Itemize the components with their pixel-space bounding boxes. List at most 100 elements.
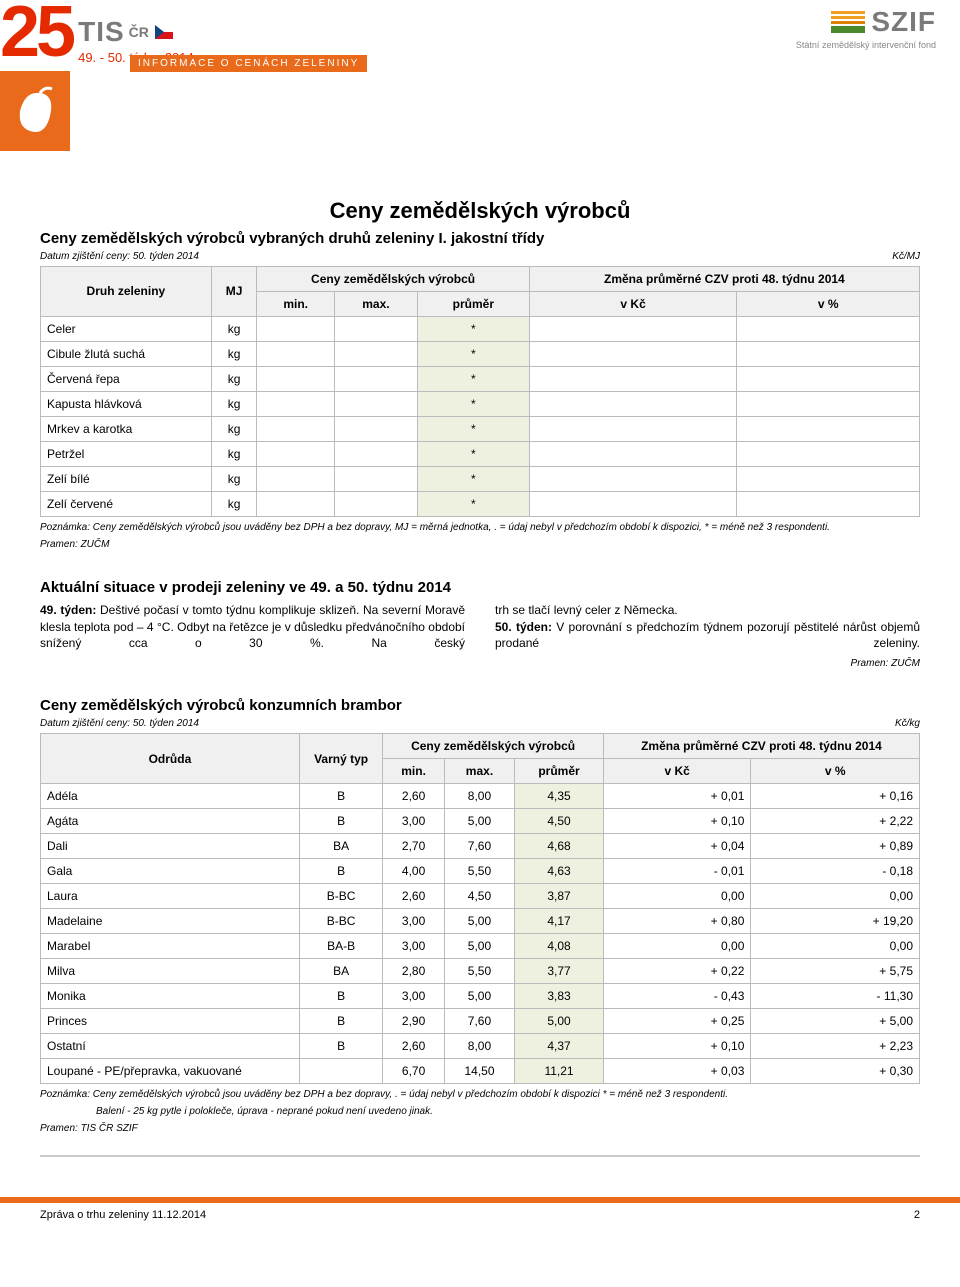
situation-left: 49. týden: Deštivé počasí v tomto týdnu … (40, 602, 465, 652)
cell-avg: 3,83 (515, 984, 604, 1009)
cell-avg: * (417, 341, 529, 366)
th-max: max. (334, 291, 417, 316)
cell-avg: 5,00 (515, 1009, 604, 1034)
cell-max: 8,00 (444, 1034, 514, 1059)
cell-pct: + 0,89 (751, 834, 920, 859)
situation-source: Pramen: ZUČM (40, 658, 920, 669)
th-min: min. (257, 291, 334, 316)
cell-min (257, 366, 334, 391)
table-row: LauraB-BC2,604,503,870,000,00 (41, 884, 920, 909)
cell-pct (737, 391, 920, 416)
cell-kc (529, 441, 737, 466)
cell-min: 3,00 (383, 809, 445, 834)
cell-pct: 0,00 (751, 934, 920, 959)
th2-change: Změna průměrné CZV proti 48. týdnu 2014 (603, 734, 919, 759)
cell-name: Princes (41, 1009, 300, 1034)
situation-right-lead: 50. týden: (495, 620, 552, 634)
th-prices: Ceny zemědělských výrobců (257, 266, 529, 291)
cell-pct: + 2,23 (751, 1034, 920, 1059)
th-mj: MJ (211, 266, 257, 316)
cell-avg: * (417, 316, 529, 341)
cell-name: Petržel (41, 441, 212, 466)
cell-max (334, 316, 417, 341)
cell-mj: kg (211, 341, 257, 366)
cell-min (257, 341, 334, 366)
cell-max: 5,50 (444, 959, 514, 984)
cell-name: Monika (41, 984, 300, 1009)
cell-type: BA (299, 959, 382, 984)
szif-block: SZIF Státní zemědělský intervenční fond (796, 6, 936, 50)
cell-max: 5,00 (444, 909, 514, 934)
cell-max: 4,50 (444, 884, 514, 909)
cell-pct: + 5,00 (751, 1009, 920, 1034)
cell-pct (737, 466, 920, 491)
cell-pct: - 0,18 (751, 859, 920, 884)
cell-name: Dali (41, 834, 300, 859)
cell-avg: * (417, 491, 529, 516)
cell-name: Kapusta hlávková (41, 391, 212, 416)
cell-avg: 4,50 (515, 809, 604, 834)
th2-max: max. (444, 759, 514, 784)
table-row: Loupané - PE/přepravka, vakuované6,7014,… (41, 1059, 920, 1084)
cell-name: Madelaine (41, 909, 300, 934)
cell-mj: kg (211, 491, 257, 516)
cell-max (334, 416, 417, 441)
table-row: MonikaB3,005,003,83- 0,43- 11,30 (41, 984, 920, 1009)
cell-kc (529, 491, 737, 516)
cell-name: Gala (41, 859, 300, 884)
cell-kc: + 0,25 (603, 1009, 750, 1034)
cell-kc: + 0,03 (603, 1059, 750, 1084)
cell-min: 4,00 (383, 859, 445, 884)
cell-pct (737, 341, 920, 366)
cell-name: Laura (41, 884, 300, 909)
cell-name: Celer (41, 316, 212, 341)
cell-max (334, 341, 417, 366)
footnote-1b: Pramen: ZUČM (40, 538, 920, 551)
table-row: AdélaB2,608,004,35+ 0,01+ 0,16 (41, 784, 920, 809)
cell-type: BA-B (299, 934, 382, 959)
cell-max: 8,00 (444, 784, 514, 809)
th-product: Druh zeleniny (41, 266, 212, 316)
cell-avg: 11,21 (515, 1059, 604, 1084)
cell-min: 3,00 (383, 984, 445, 1009)
situation-left-body: Deštivé počasí v tomto týdnu komplikuje … (40, 603, 465, 651)
cell-avg: * (417, 366, 529, 391)
cell-name: Mrkev a karotka (41, 416, 212, 441)
cell-pct: 0,00 (751, 884, 920, 909)
subtitle-2: Ceny zemědělských výrobců konzumních bra… (40, 697, 920, 714)
cell-type (299, 1059, 382, 1084)
cell-name: Loupané - PE/přepravka, vakuované (41, 1059, 300, 1084)
main-title: Ceny zemědělských výrobců (40, 198, 920, 224)
cell-avg: 4,37 (515, 1034, 604, 1059)
table-row: Celerkg * (41, 316, 920, 341)
table-row: DaliBA2,707,604,68+ 0,04+ 0,89 (41, 834, 920, 859)
cell-pct: + 2,22 (751, 809, 920, 834)
table-row: Zelí červenékg * (41, 491, 920, 516)
cell-avg: 4,68 (515, 834, 604, 859)
cr-label: ČR (129, 24, 149, 40)
date-note-2: Datum zjištění ceny: 50. týden 2014 (40, 718, 199, 729)
cell-name: Adéla (41, 784, 300, 809)
cell-min (257, 391, 334, 416)
cell-avg: 4,17 (515, 909, 604, 934)
cell-kc: - 0,43 (603, 984, 750, 1009)
table-row: MadelaineB-BC3,005,004,17+ 0,80+ 19,20 (41, 909, 920, 934)
cell-kc: + 0,22 (603, 959, 750, 984)
cell-max: 7,60 (444, 1009, 514, 1034)
cell-max: 5,00 (444, 984, 514, 1009)
th-pct: v % (737, 291, 920, 316)
cell-pct: + 0,16 (751, 784, 920, 809)
cell-min: 2,60 (383, 1034, 445, 1059)
cell-name: Zelí červené (41, 491, 212, 516)
cell-pct: + 0,30 (751, 1059, 920, 1084)
table-row: Zelí bílékg* (41, 466, 920, 491)
szif-subtitle: Státní zemědělský intervenční fond (796, 40, 936, 50)
table-row: OstatníB2,608,004,37+ 0,10+ 2,23 (41, 1034, 920, 1059)
cell-name: Červená řepa (41, 366, 212, 391)
cell-mj: kg (211, 316, 257, 341)
cell-kc (529, 416, 737, 441)
cell-kc (529, 366, 737, 391)
cell-max: 5,50 (444, 859, 514, 884)
table-row: PrincesB2,907,605,00+ 0,25+ 5,00 (41, 1009, 920, 1034)
cell-min: 2,60 (383, 884, 445, 909)
